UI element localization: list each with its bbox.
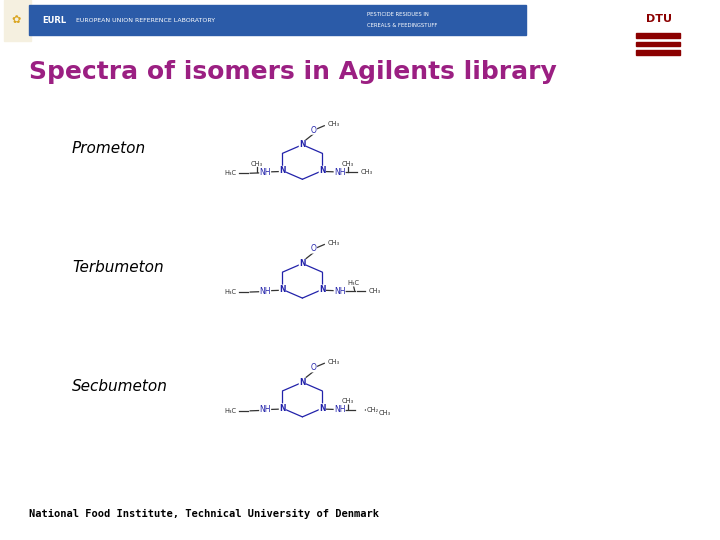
FancyBboxPatch shape xyxy=(636,50,680,55)
Text: CH₃: CH₃ xyxy=(379,410,391,416)
Text: N: N xyxy=(299,259,306,268)
Text: CH₃: CH₃ xyxy=(328,359,340,364)
Text: CH₃: CH₃ xyxy=(328,121,340,127)
Text: NH: NH xyxy=(334,168,346,177)
Text: CH₂: CH₂ xyxy=(366,407,379,413)
Text: Spectra of isomers in Agilents library: Spectra of isomers in Agilents library xyxy=(29,60,557,84)
Text: CH₃: CH₃ xyxy=(369,288,381,294)
Text: N: N xyxy=(299,140,306,149)
Text: O: O xyxy=(311,244,317,253)
Text: CH₃: CH₃ xyxy=(341,399,354,404)
Text: PESTICIDE RESIDUES IN: PESTICIDE RESIDUES IN xyxy=(367,12,429,17)
Bar xyxy=(4,0,31,40)
Text: CEREALS & FEEDINGSTUFF: CEREALS & FEEDINGSTUFF xyxy=(367,23,438,28)
Text: CH₃: CH₃ xyxy=(328,240,340,246)
Text: CH₃: CH₃ xyxy=(361,170,372,176)
Text: CH₃: CH₃ xyxy=(341,161,354,167)
Text: H₃C: H₃C xyxy=(347,280,359,286)
Text: H₃C: H₃C xyxy=(224,408,236,414)
Text: NH: NH xyxy=(259,406,271,415)
Text: EUROPEAN UNION REFERENCE LABORATORY: EUROPEAN UNION REFERENCE LABORATORY xyxy=(76,18,215,23)
Text: ✿: ✿ xyxy=(11,15,21,25)
Text: Secbumeton: Secbumeton xyxy=(72,379,168,394)
FancyBboxPatch shape xyxy=(636,42,680,46)
Text: N: N xyxy=(279,166,286,175)
Text: NH: NH xyxy=(259,287,271,296)
Text: DTU: DTU xyxy=(646,14,672,24)
Text: N: N xyxy=(279,285,286,294)
Text: CH₃: CH₃ xyxy=(251,161,264,167)
Text: EURL: EURL xyxy=(42,16,66,25)
Text: N: N xyxy=(319,285,325,294)
FancyBboxPatch shape xyxy=(636,33,680,38)
Text: N: N xyxy=(319,166,325,175)
Text: N: N xyxy=(319,404,325,413)
Text: National Food Institute, Technical University of Denmark: National Food Institute, Technical Unive… xyxy=(29,509,379,519)
Text: Terbumeton: Terbumeton xyxy=(72,260,163,275)
Text: O: O xyxy=(311,125,317,134)
Bar xyxy=(29,5,526,35)
Text: N: N xyxy=(279,404,286,413)
Text: H₃C: H₃C xyxy=(224,170,236,176)
Text: NH: NH xyxy=(334,406,346,415)
Text: Prometon: Prometon xyxy=(72,141,146,156)
Text: O: O xyxy=(311,363,317,372)
Text: NH: NH xyxy=(259,168,271,177)
Text: NH: NH xyxy=(334,287,346,296)
Text: N: N xyxy=(299,378,306,387)
Text: H₃C: H₃C xyxy=(224,289,236,295)
